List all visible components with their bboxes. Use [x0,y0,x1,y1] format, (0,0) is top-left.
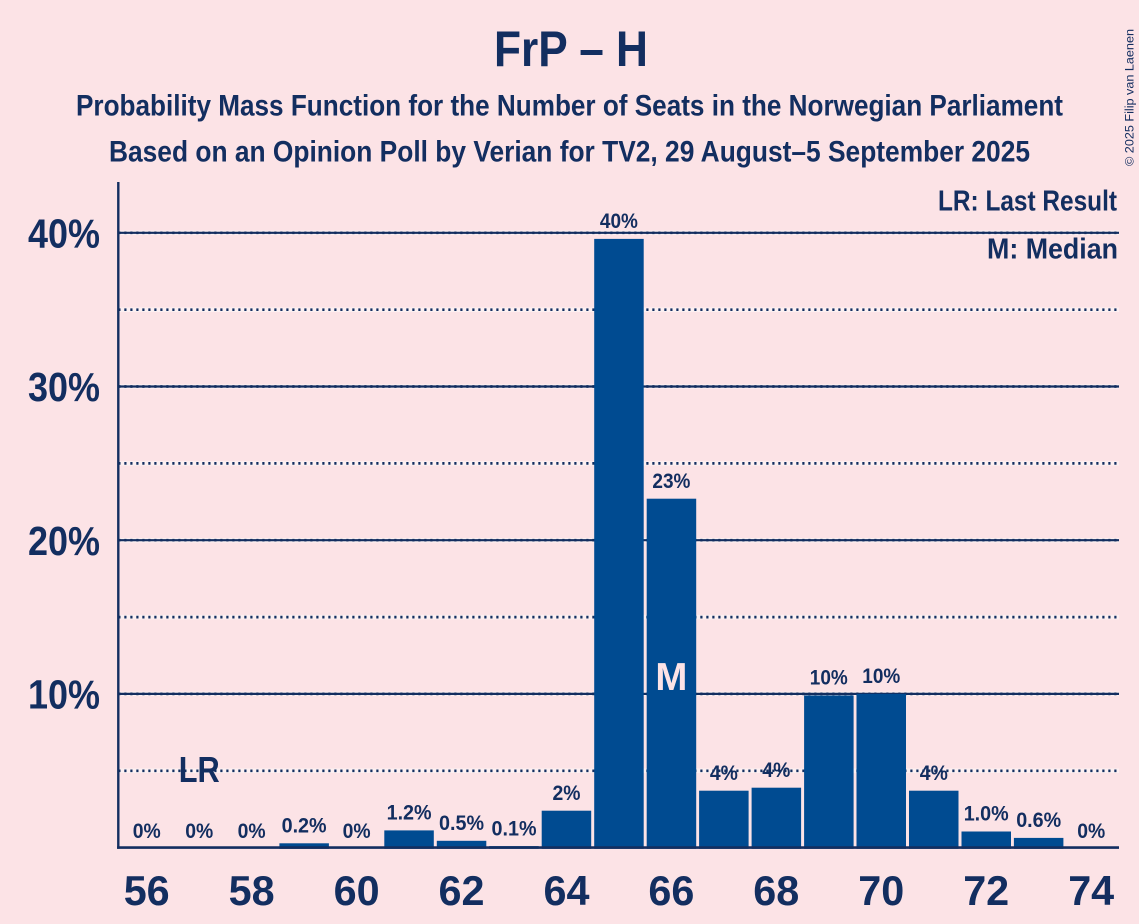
svg-text:70: 70 [858,867,904,914]
svg-text:© 2025 Filip van Laenen: © 2025 Filip van Laenen [1123,29,1137,166]
svg-text:4%: 4% [762,758,790,782]
svg-text:66: 66 [648,867,694,914]
svg-text:LR: Last Result: LR: Last Result [938,186,1117,218]
svg-text:2%: 2% [553,781,581,805]
svg-text:0%: 0% [185,819,213,843]
svg-text:4%: 4% [710,761,738,785]
svg-text:0%: 0% [238,819,266,843]
svg-text:60: 60 [334,867,380,914]
svg-text:62: 62 [439,867,485,914]
svg-text:M: M [655,656,687,699]
svg-text:Probability Mass Function for: Probability Mass Function for the Number… [76,90,1063,123]
svg-text:LR: LR [179,749,220,790]
svg-text:1.2%: 1.2% [387,801,432,825]
svg-text:40%: 40% [600,209,638,233]
svg-text:56: 56 [124,867,170,914]
svg-text:68: 68 [753,867,799,914]
svg-text:72: 72 [963,867,1009,914]
svg-text:30%: 30% [28,364,100,410]
svg-text:20%: 20% [28,518,100,564]
svg-text:0%: 0% [133,819,161,843]
svg-text:0.2%: 0.2% [282,814,327,838]
svg-text:10%: 10% [28,672,100,718]
svg-text:0%: 0% [343,819,371,843]
svg-text:40%: 40% [28,211,100,257]
svg-text:Based on an Opinion Poll by Ve: Based on an Opinion Poll by Verian for T… [109,136,1030,169]
svg-text:74: 74 [1068,867,1114,914]
svg-text:23%: 23% [652,469,690,493]
svg-text:58: 58 [229,867,275,914]
svg-text:4%: 4% [920,761,948,785]
svg-text:0.5%: 0.5% [439,811,484,835]
svg-text:0%: 0% [1077,819,1105,843]
svg-text:10%: 10% [862,664,900,688]
svg-text:0.1%: 0.1% [492,816,537,840]
svg-text:FrP – H: FrP – H [494,21,648,77]
svg-text:M: Median: M: Median [987,234,1118,266]
svg-text:0.6%: 0.6% [1016,808,1061,832]
svg-text:1.0%: 1.0% [964,802,1009,826]
svg-text:10%: 10% [810,666,848,690]
svg-text:64: 64 [544,867,590,914]
